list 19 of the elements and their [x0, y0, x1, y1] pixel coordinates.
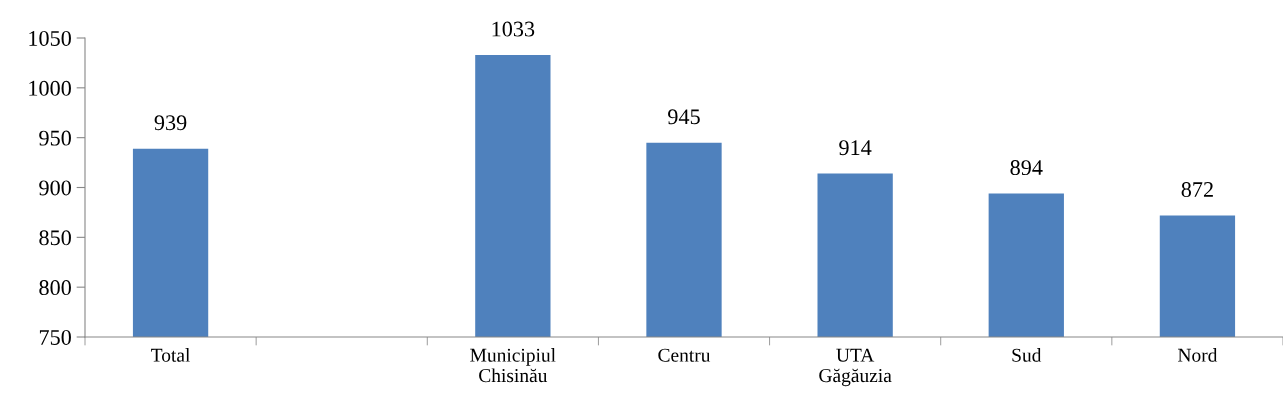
x-tick-label: UTA Găgăuzia — [819, 348, 892, 387]
x-tick-label: Total — [151, 348, 191, 362]
data-label: 872 — [1181, 182, 1213, 197]
x-tick-label: Sud — [1012, 348, 1042, 362]
y-tick-label: 800 — [39, 280, 71, 296]
y-tick-label: 850 — [39, 230, 71, 246]
y-tick-label: 1050 — [29, 30, 71, 46]
data-label: 1033 — [492, 21, 535, 37]
y-tick-label: 900 — [39, 180, 71, 196]
data-label: 914 — [839, 140, 872, 156]
x-tick-label: Centru — [658, 348, 711, 362]
y-tick-label: 1000 — [29, 80, 71, 96]
y-tick-label: 950 — [39, 130, 71, 146]
y-tick-label: 750 — [39, 329, 71, 345]
x-tick-label: Nord — [1178, 348, 1218, 362]
data-label: 894 — [1010, 160, 1043, 176]
x-tick-label: Municipiul Chisinău — [470, 348, 556, 383]
data-label: 939 — [154, 115, 187, 131]
data-label: 945 — [668, 109, 700, 125]
